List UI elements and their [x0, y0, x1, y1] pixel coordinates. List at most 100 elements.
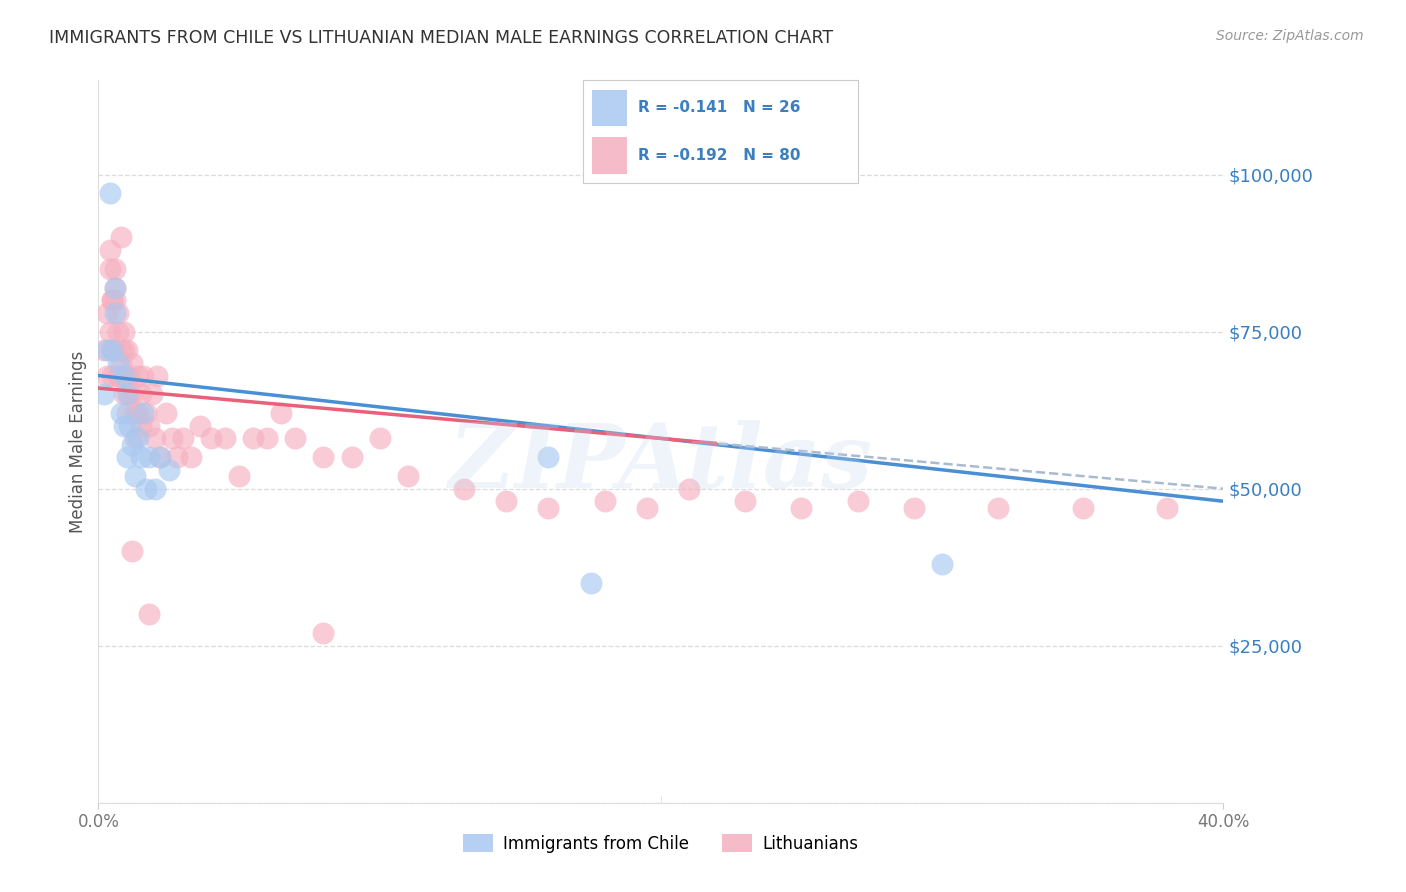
Point	[214, 431, 236, 445]
Point	[188, 418, 211, 433]
Point	[987, 500, 1010, 515]
Point	[537, 450, 560, 465]
Point	[115, 387, 138, 401]
Point	[143, 431, 166, 445]
Point	[112, 418, 135, 433]
Point	[593, 494, 616, 508]
Point	[98, 243, 121, 257]
Point	[135, 406, 157, 420]
Point	[101, 343, 124, 358]
Point	[104, 280, 127, 294]
Point	[110, 343, 132, 358]
Point	[110, 406, 132, 420]
Point	[903, 500, 925, 515]
Point	[112, 387, 135, 401]
Point	[146, 368, 169, 383]
Point	[129, 450, 152, 465]
Y-axis label: Median Male Earnings: Median Male Earnings	[69, 351, 87, 533]
Point	[138, 607, 160, 622]
Point	[790, 500, 813, 515]
Point	[104, 306, 127, 320]
Point	[101, 293, 124, 308]
Point	[104, 293, 127, 308]
Point	[127, 368, 149, 383]
Text: Source: ZipAtlas.com: Source: ZipAtlas.com	[1216, 29, 1364, 44]
Point	[678, 482, 700, 496]
Text: IMMIGRANTS FROM CHILE VS LITHUANIAN MEDIAN MALE EARNINGS CORRELATION CHART: IMMIGRANTS FROM CHILE VS LITHUANIAN MEDI…	[49, 29, 834, 47]
Point	[110, 368, 132, 383]
Point	[96, 343, 118, 358]
Point	[118, 418, 141, 433]
Point	[121, 544, 143, 558]
Point	[138, 418, 160, 433]
Point	[96, 306, 118, 320]
Point	[127, 406, 149, 420]
Point	[180, 450, 202, 465]
Point	[98, 186, 121, 201]
Point	[636, 500, 658, 515]
Point	[1071, 500, 1094, 515]
Point	[149, 450, 172, 465]
Bar	[592, 136, 627, 174]
Point	[228, 469, 250, 483]
Point	[101, 368, 124, 383]
Point	[846, 494, 869, 508]
Point	[270, 406, 292, 420]
Point	[160, 431, 183, 445]
Point	[157, 463, 180, 477]
Text: R = -0.141   N = 26: R = -0.141 N = 26	[638, 101, 801, 115]
Point	[112, 368, 135, 383]
Point	[124, 431, 146, 445]
Point	[110, 356, 132, 370]
Point	[107, 325, 129, 339]
Point	[149, 450, 172, 465]
Point	[1156, 500, 1178, 515]
Point	[734, 494, 756, 508]
Point	[104, 261, 127, 276]
Point	[112, 368, 135, 383]
Point	[101, 343, 124, 358]
Point	[112, 343, 135, 358]
Point	[284, 431, 307, 445]
Point	[132, 406, 155, 420]
Bar	[592, 89, 627, 127]
Point	[155, 406, 177, 420]
Point	[127, 431, 149, 445]
Point	[121, 438, 143, 452]
Point	[579, 575, 602, 590]
Point	[110, 230, 132, 244]
Point	[172, 431, 194, 445]
Point	[312, 450, 335, 465]
Point	[124, 406, 146, 420]
Point	[166, 450, 188, 465]
Point	[121, 387, 143, 401]
Text: ZIPAtlas: ZIPAtlas	[450, 420, 872, 507]
Point	[115, 450, 138, 465]
Point	[138, 450, 160, 465]
Point	[98, 325, 121, 339]
Point	[96, 368, 118, 383]
Point	[537, 500, 560, 515]
Point	[132, 368, 155, 383]
Point	[98, 261, 121, 276]
Point	[340, 450, 363, 465]
Point	[115, 368, 138, 383]
Point	[101, 293, 124, 308]
Point	[141, 387, 163, 401]
Point	[118, 387, 141, 401]
Point	[115, 343, 138, 358]
Point	[396, 469, 419, 483]
Point	[931, 557, 953, 571]
Point	[107, 306, 129, 320]
Point	[135, 482, 157, 496]
Point	[242, 431, 264, 445]
Point	[93, 343, 115, 358]
Point	[129, 387, 152, 401]
Text: R = -0.192   N = 80: R = -0.192 N = 80	[638, 148, 801, 162]
Point	[495, 494, 517, 508]
Point	[115, 406, 138, 420]
Point	[93, 387, 115, 401]
Point	[143, 482, 166, 496]
Point	[107, 368, 129, 383]
Point	[104, 343, 127, 358]
